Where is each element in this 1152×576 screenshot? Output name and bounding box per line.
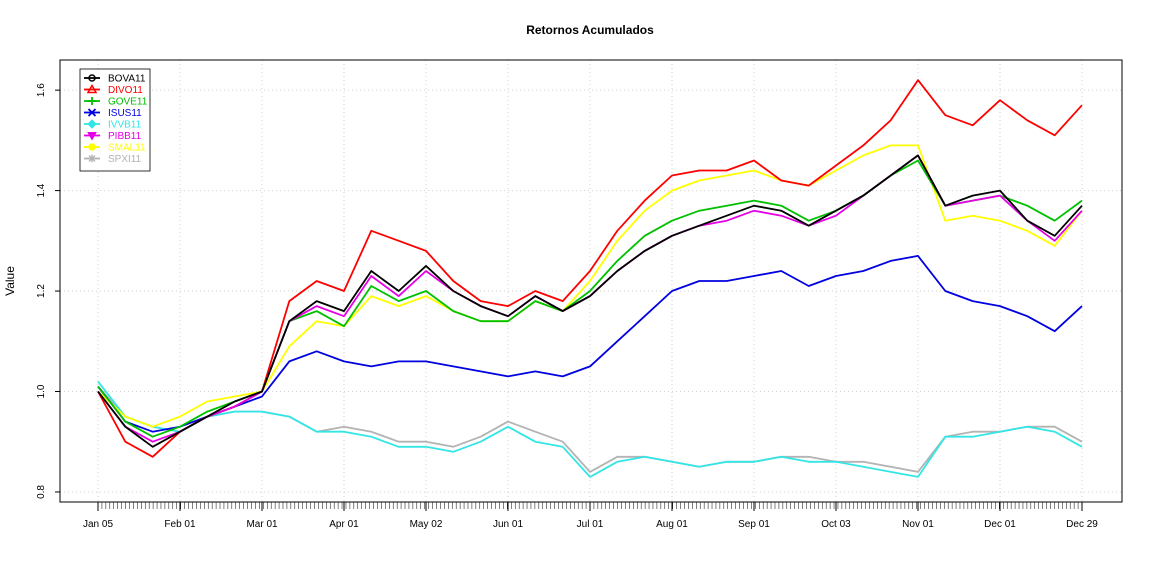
y-tick-label: 1.2	[36, 284, 47, 298]
x-tick-label: Oct 03	[821, 519, 851, 530]
x-tick-label: Jun 01	[493, 519, 523, 530]
legend-item-divo11: DIVO11	[84, 83, 143, 96]
legend-marker	[88, 154, 96, 163]
y-tick-label: 1.6	[36, 83, 47, 97]
series-layer	[97, 79, 1083, 478]
x-axis: Jan 05 Feb 01 Mar 01 Apr 01 May 02 Jun 01 Jul …	[83, 501, 1098, 530]
legend-label: PIBB11	[108, 131, 142, 142]
series-line-bova11	[97, 154, 1083, 448]
legend-marker	[87, 108, 97, 117]
y-axis: 0.8 1.0 1.2 1.4 1.6	[36, 83, 60, 499]
series-line-ivvb11	[97, 380, 1083, 478]
legend-item-ivvb11: IVVB11	[84, 119, 142, 131]
x-tick-label: Dec 01	[984, 519, 1016, 530]
x-tick-label: May 02	[410, 519, 443, 530]
legend-item-isus11: ISUS11	[84, 108, 142, 119]
x-tick-label: Apr 01	[329, 519, 359, 530]
legend-marker	[88, 97, 96, 105]
legend-marker	[87, 132, 97, 141]
legend-item-bova11: BOVA11	[84, 74, 146, 85]
x-tick-label: Feb 01	[164, 519, 196, 530]
legend-label: ISUS11	[108, 108, 142, 119]
chart-title: Retornos Acumulados	[526, 23, 654, 37]
legend-marker	[86, 83, 98, 94]
x-tick-label: Nov 01	[902, 519, 934, 530]
legend: BOVA11DIVO11GOVE11ISUS11IVVB11PIBB11SMAL…	[79, 68, 151, 172]
y-tick-label: 0.8	[36, 485, 47, 499]
legend-label: SPXI11	[108, 154, 142, 165]
y-tick-label: 1.4	[36, 183, 47, 197]
series-line-isus11	[97, 254, 1083, 433]
x-tick-label: Aug 01	[656, 519, 688, 530]
x-tick-label: Jul 01	[577, 519, 604, 530]
legend-item-gove11: GOVE11	[84, 97, 148, 108]
legend-item-spxi11: SPXI11	[84, 154, 142, 165]
grid	[60, 60, 1122, 502]
legend-marker	[88, 74, 96, 82]
x-tick-label: Sep 01	[738, 519, 770, 530]
legend-item-smal11: SMAL11	[84, 143, 146, 154]
y-axis-label: Value	[3, 266, 17, 296]
legend-label: BOVA11	[108, 74, 146, 85]
legend-marker	[87, 119, 97, 129]
legend-marker	[88, 143, 96, 151]
legend-item-pibb11: PIBB11	[84, 131, 142, 142]
x-tick-label: Jan 05	[83, 519, 113, 530]
legend-label: IVVB11	[108, 120, 142, 131]
legend-label: DIVO11	[108, 85, 143, 96]
x-tick-label: Dec 29	[1066, 519, 1098, 530]
x-tick-label: Mar 01	[246, 519, 278, 530]
y-tick-label: 1.0	[36, 384, 47, 398]
legend-label: GOVE11	[108, 97, 148, 108]
legend-label: SMAL11	[108, 143, 146, 154]
